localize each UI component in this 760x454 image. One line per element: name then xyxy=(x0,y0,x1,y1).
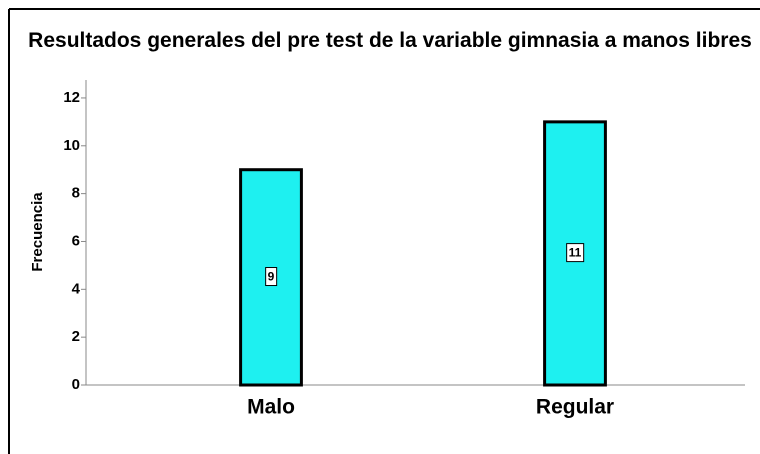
y-tick-label: 6 xyxy=(72,232,80,249)
y-tick-label: 0 xyxy=(72,376,80,393)
value-label: 11 xyxy=(569,246,582,260)
value-label: 9 xyxy=(268,270,275,284)
value-label-box xyxy=(265,267,278,287)
value-label-box xyxy=(566,243,585,263)
chart-title: Resultados generales del pre test de la … xyxy=(28,29,752,52)
x-tick-label: Malo xyxy=(247,396,295,419)
y-tick-label: 8 xyxy=(72,185,80,202)
bar xyxy=(543,120,607,387)
x-tick-label: Regular xyxy=(536,396,614,419)
y-axis-label: Frecuencia xyxy=(29,192,46,272)
y-tick-label: 2 xyxy=(72,328,80,345)
y-tick-label: 12 xyxy=(63,89,80,106)
y-tick-label: 10 xyxy=(63,137,80,154)
y-tick-label: 4 xyxy=(72,280,81,297)
